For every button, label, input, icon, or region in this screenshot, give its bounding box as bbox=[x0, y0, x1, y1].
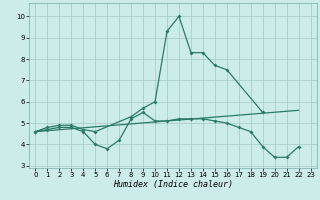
X-axis label: Humidex (Indice chaleur): Humidex (Indice chaleur) bbox=[113, 180, 233, 189]
